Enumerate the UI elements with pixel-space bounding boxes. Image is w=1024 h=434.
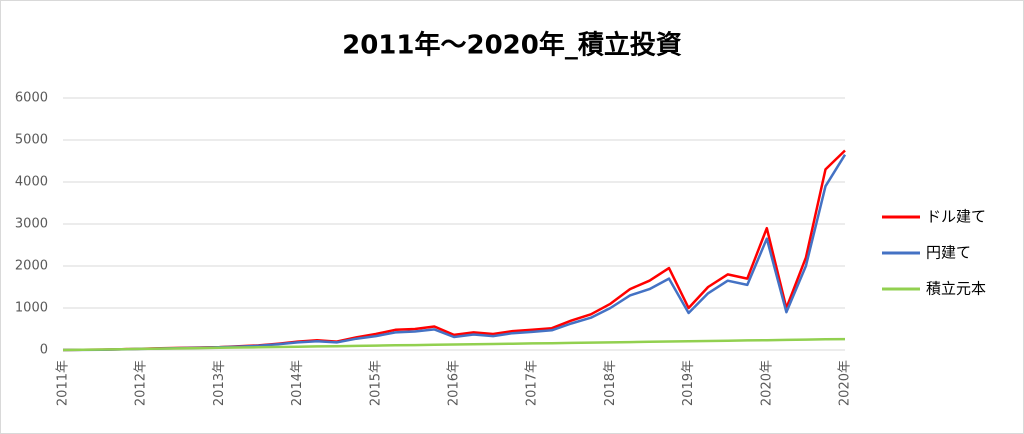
x-tick-label: 2019年	[681, 360, 696, 406]
x-tick-label: 2015年	[368, 360, 383, 406]
y-tick-label: 2000	[15, 259, 48, 274]
y-tick-label: 5000	[15, 133, 48, 148]
y-tick-label: 1000	[15, 301, 48, 316]
x-tick-label: 2011年	[56, 360, 71, 406]
x-tick-label: 2020年	[838, 360, 853, 406]
y-tick-label: 4000	[15, 175, 48, 190]
y-tick-label: 3000	[15, 217, 48, 232]
x-tick-label: 2013年	[212, 360, 227, 406]
legend-label: 積立元本	[926, 280, 986, 298]
y-tick-label: 6000	[15, 91, 48, 106]
x-tick-label: 2014年	[290, 360, 305, 406]
x-tick-label: 2012年	[134, 360, 149, 406]
x-tick-label: 2020年	[759, 360, 774, 406]
x-tick-label: 2017年	[525, 360, 540, 406]
series-line	[62, 337, 846, 352]
chart-title: 2011年～2020年_積立投資	[342, 30, 682, 61]
legend-label: 円建て	[926, 244, 971, 262]
x-tick-label: 2018年	[603, 360, 618, 406]
y-tick-label: 0	[40, 343, 48, 358]
x-tick-label: 2016年	[447, 360, 462, 406]
legend-label: ドル建て	[926, 208, 986, 226]
